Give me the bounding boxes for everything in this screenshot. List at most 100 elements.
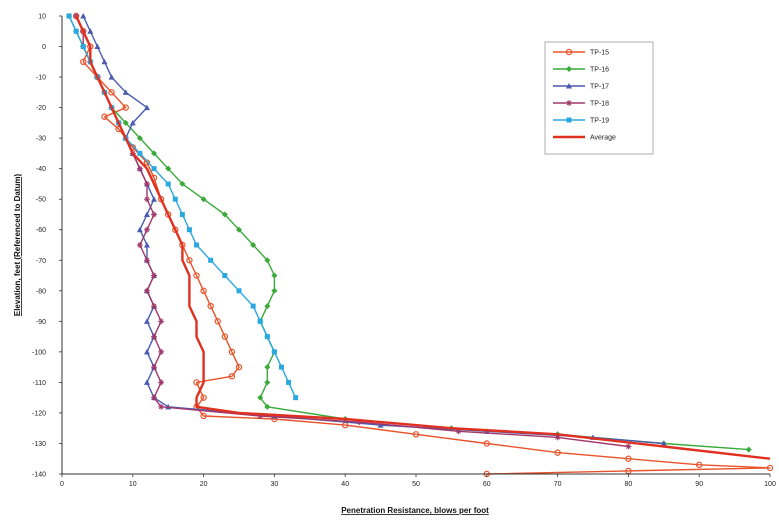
data-point [264, 403, 271, 410]
y-tick-label: -50 [36, 197, 46, 204]
data-point [172, 196, 178, 202]
data-point [377, 422, 384, 428]
y-tick-label: -130 [32, 441, 46, 448]
data-point [208, 257, 214, 263]
data-point [143, 318, 150, 324]
series-line [75, 15, 771, 460]
data-point [200, 196, 207, 203]
data-point [158, 318, 165, 325]
y-tick-label: -120 [32, 410, 46, 417]
data-point [271, 349, 277, 355]
x-tick-label: 70 [554, 481, 562, 488]
y-tick-label: -60 [36, 227, 46, 234]
data-point [766, 464, 774, 472]
legend-label: Average [590, 135, 616, 142]
x-axis-title: Penetration Resistance, blows per foot [341, 506, 489, 515]
data-point [136, 135, 143, 142]
legend-label: TP-16 [590, 67, 609, 74]
data-point [151, 196, 158, 202]
data-point [87, 28, 94, 34]
data-point [278, 364, 284, 370]
legend: TP-15 TP-16 TP-17 TP-18 TP-19 Average [544, 41, 654, 155]
x-tick-label: 60 [483, 481, 491, 488]
data-point [264, 334, 270, 340]
data-point [129, 119, 136, 126]
data-point [228, 373, 236, 380]
series-line [75, 15, 771, 475]
data-point [221, 211, 228, 218]
data-point [165, 181, 171, 187]
data-point [122, 104, 129, 111]
y-tick-label: 0 [42, 44, 46, 51]
data-point [566, 117, 572, 123]
y-tick-label: -90 [36, 319, 46, 326]
data-point [101, 58, 108, 65]
data-point [228, 348, 236, 356]
data-point [257, 412, 264, 419]
legend-label: TP-17 [590, 84, 609, 91]
legend-box [544, 41, 654, 155]
data-point [151, 394, 158, 401]
legend-item: TP-17 [553, 83, 609, 91]
data-point [143, 257, 150, 264]
data-point [122, 119, 129, 126]
y-tick-label: -80 [36, 288, 46, 295]
y-tick-label: -140 [32, 472, 46, 479]
data-point [221, 333, 229, 340]
data-point [136, 165, 143, 172]
data-point [696, 461, 703, 469]
y-tick-label: 10 [38, 14, 46, 21]
data-point [158, 403, 165, 410]
x-tick-label: 80 [625, 481, 633, 488]
x-tick-label: 90 [695, 481, 703, 488]
data-point [165, 165, 172, 172]
y-tick-label: -30 [36, 136, 46, 143]
data-point [94, 43, 101, 50]
series-line [82, 15, 664, 445]
data-point [250, 303, 256, 309]
data-point [200, 412, 207, 420]
y-tick-label: -10 [36, 75, 46, 82]
data-point [236, 288, 242, 294]
x-tick-label: 40 [341, 481, 349, 488]
data-point [745, 446, 752, 453]
data-point [293, 395, 299, 401]
axes-layer: 100-10-20-30-40-50-60-70-80-90-100-110-1… [32, 14, 776, 489]
data-point [151, 150, 158, 157]
data-point [80, 58, 87, 66]
data-point [200, 394, 207, 401]
data-point [566, 66, 572, 72]
x-tick-label: 30 [271, 481, 279, 488]
y-tick-label: -100 [32, 349, 46, 356]
data-point [565, 48, 573, 56]
y-tick-label: -20 [36, 105, 46, 112]
data-point [412, 431, 420, 438]
legend-item: TP-16 [553, 66, 609, 74]
data-point [625, 443, 632, 450]
data-point [264, 379, 271, 386]
data-point [136, 242, 143, 248]
series-tp-19 [66, 13, 299, 401]
data-point [151, 272, 158, 279]
data-point [143, 379, 150, 385]
y-tick-label: -70 [36, 258, 46, 265]
data-point [158, 379, 165, 386]
data-point [200, 287, 207, 294]
data-point [179, 180, 186, 187]
data-point [151, 211, 158, 218]
legend-label: TP-15 [590, 50, 609, 57]
legend-item: TP-18 [553, 100, 609, 108]
data-point [143, 159, 151, 166]
data-point [108, 89, 115, 96]
data-point [143, 104, 150, 111]
data-point [143, 196, 150, 203]
data-point [194, 242, 200, 248]
data-point [80, 13, 87, 19]
data-point [193, 379, 200, 386]
data-point [214, 318, 221, 325]
x-tick-label: 10 [129, 481, 137, 488]
data-point [143, 287, 150, 294]
data-point [235, 363, 243, 371]
x-tick-label: 20 [200, 481, 208, 488]
data-point [264, 364, 271, 371]
